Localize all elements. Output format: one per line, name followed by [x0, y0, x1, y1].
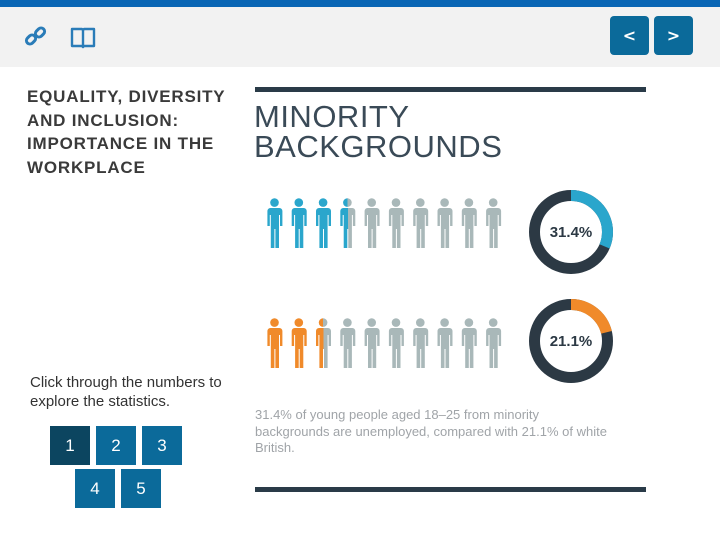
person-icon	[316, 318, 331, 368]
person-icon	[340, 198, 356, 248]
person-icon	[413, 198, 429, 248]
bottom-divider	[255, 487, 646, 492]
page-2-button[interactable]: 2	[96, 426, 136, 465]
donut-label-white-british: 21.1%	[549, 332, 593, 350]
person-icon	[267, 318, 283, 368]
person-icon	[316, 198, 331, 248]
person-icon	[486, 318, 502, 368]
page-5-button[interactable]: 5	[121, 469, 161, 508]
person-icon	[388, 198, 404, 248]
top-accent-bar	[0, 0, 720, 7]
toolbar: < >	[0, 7, 720, 67]
donut-chart-minority: 31.4%	[526, 187, 616, 277]
previous-button[interactable]: <	[610, 16, 649, 55]
person-icon	[388, 318, 404, 368]
person-icon	[437, 318, 453, 368]
top-divider	[255, 87, 646, 92]
book-icon[interactable]	[69, 23, 97, 51]
person-icon	[364, 198, 380, 248]
heading-line-1: MINORITY	[254, 99, 410, 134]
person-icon	[267, 198, 283, 248]
person-icon	[291, 198, 307, 248]
person-icon	[461, 198, 477, 248]
donut-value-arc	[529, 190, 613, 274]
sidebar-title: EQUALITY, DIVERSITY AND INCLUSION: IMPOR…	[27, 87, 226, 177]
person-icon	[340, 318, 356, 368]
page-heading: MINORITY BACKGROUNDS	[254, 99, 554, 164]
donut-value-arc	[529, 299, 613, 383]
people-pictogram-minority	[264, 198, 514, 260]
statistics-caption: 31.4% of young people aged 18–25 from mi…	[255, 407, 607, 455]
instruction-text: Click through the numbers to explore the…	[30, 374, 222, 410]
next-button[interactable]: >	[654, 16, 693, 55]
person-icon	[291, 318, 307, 368]
page-3-button[interactable]: 3	[142, 426, 182, 465]
person-icon	[364, 318, 380, 368]
person-icon	[413, 318, 429, 368]
donut-chart-white-british: 21.1%	[526, 296, 616, 386]
person-icon	[461, 318, 477, 368]
link-icon[interactable]	[22, 23, 50, 51]
heading-line-2: BACKGROUNDS	[254, 129, 503, 164]
person-icon	[437, 198, 453, 248]
page-4-button[interactable]: 4	[75, 469, 115, 508]
person-icon	[486, 198, 502, 248]
donut-label-minority: 31.4%	[549, 223, 593, 241]
people-pictogram-white-british	[264, 318, 514, 380]
page-1-button[interactable]: 1	[50, 426, 90, 465]
